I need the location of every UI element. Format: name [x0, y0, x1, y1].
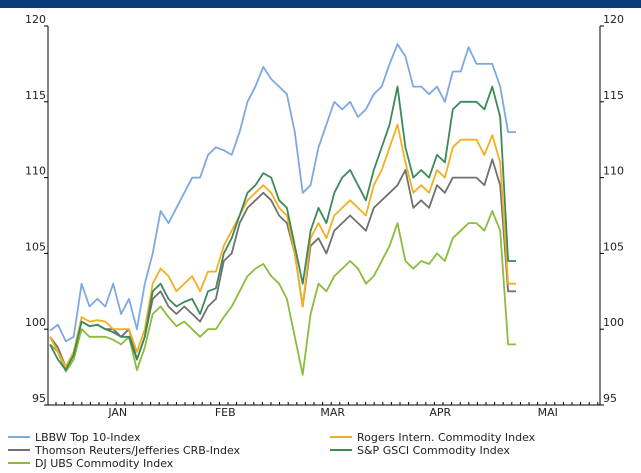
y-tick-label: 115	[603, 89, 624, 102]
y-tick-label: 110	[25, 165, 46, 178]
series-line	[49, 123, 516, 368]
series-line	[49, 158, 516, 368]
y-tick-label: 115	[25, 89, 46, 102]
y-tick-label: 105	[603, 240, 624, 253]
x-tick-label: MAR	[320, 406, 345, 419]
y-tick-label: 100	[25, 316, 46, 329]
y-tick-label: 95	[32, 392, 46, 405]
x-tick-label: FEB	[215, 406, 236, 419]
legend-label: S&P GSCI Commodity Index	[357, 444, 510, 457]
y-tick-label: 110	[603, 165, 624, 178]
y-tick-label: 120	[25, 13, 46, 26]
legend-label: DJ UBS Commodity Index	[35, 457, 174, 470]
series-line	[49, 85, 516, 371]
series-line	[49, 210, 516, 376]
y-tick-label: 120	[603, 13, 624, 26]
y-tick-label: 95	[603, 392, 617, 405]
legend-label: LBBW Top 10-Index	[35, 431, 141, 444]
legend-label: Thomson Reuters/Jefferies CRB-Index	[34, 444, 241, 457]
x-tick-label: JAN	[107, 406, 127, 419]
x-tick-label: APR	[429, 406, 451, 419]
legend-label: Rogers Intern. Commodity Index	[357, 431, 536, 444]
series-line	[49, 43, 516, 343]
y-tick-label: 100	[603, 316, 624, 329]
x-tick-label: MAI	[538, 406, 558, 419]
y-tick-label: 105	[25, 240, 46, 253]
header-band	[0, 0, 641, 8]
